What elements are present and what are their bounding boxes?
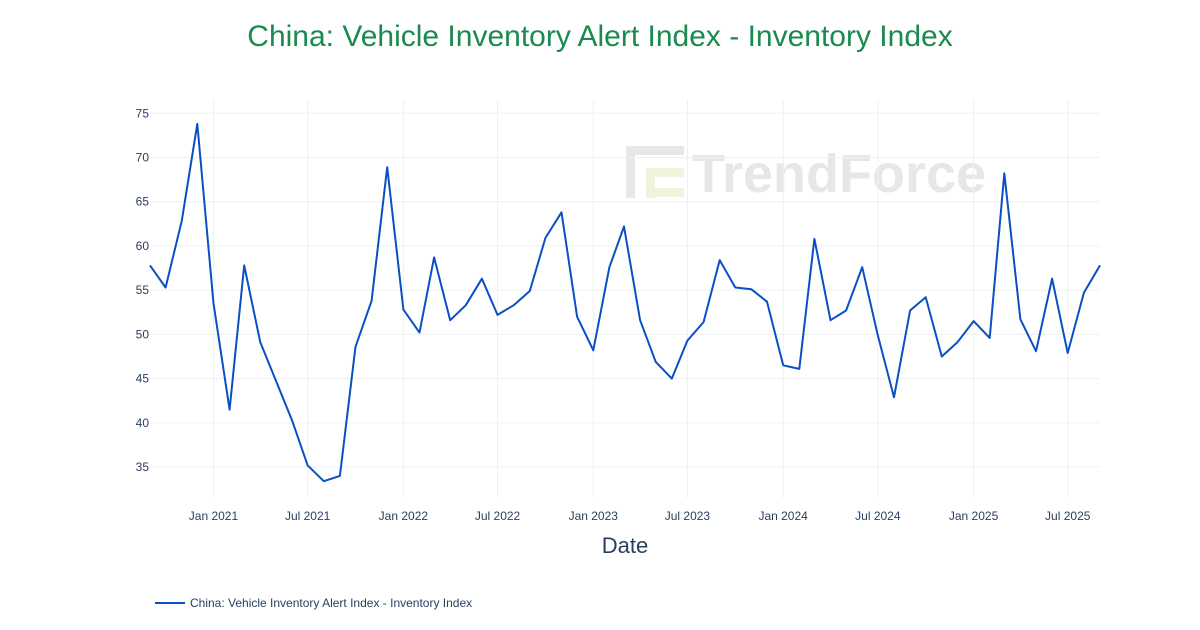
legend-label: China: Vehicle Inventory Alert Index - I…	[190, 596, 473, 610]
trendforce-logo-icon	[626, 146, 684, 198]
series-line[interactable]	[149, 122, 1101, 483]
x-tick-label: Jul 2022	[475, 509, 521, 523]
y-tick-label: 40	[136, 416, 150, 430]
x-tick-label: Jul 2023	[665, 509, 711, 523]
x-tick-label: Jan 2024	[758, 509, 808, 523]
y-tick-label: 65	[136, 195, 150, 209]
x-axis: Jan 2021 Jul 2021 Jan 2022 Jul 2022 Jan 2023…	[189, 509, 1091, 523]
chart-title: China: Vehicle Inventory Alert Index - I…	[247, 20, 953, 53]
x-tick-label: Jul 2021	[285, 509, 331, 523]
y-tick-label: 60	[136, 239, 150, 253]
x-tick-label: Jul 2025	[1045, 509, 1091, 523]
x-tick-label: Jan 2023	[569, 509, 619, 523]
y-tick-label: 55	[136, 283, 150, 297]
y-tick-label: 75	[136, 106, 150, 120]
series-layer	[149, 122, 1101, 483]
legend-line-swatch-icon	[155, 602, 185, 604]
x-tick-label: Jul 2024	[855, 509, 901, 523]
x-tick-label: Jan 2022	[379, 509, 429, 523]
y-axis: 35 40 45 50 55 60 65 70 75	[136, 106, 150, 474]
y-tick-label: 35	[136, 460, 150, 474]
y-tick-label: 70	[136, 150, 150, 164]
watermark-text: TrendForce	[692, 144, 986, 204]
x-axis-label: Date	[602, 533, 648, 558]
legend[interactable]: China: Vehicle Inventory Alert Index - I…	[155, 596, 472, 610]
y-tick-label: 45	[136, 372, 150, 386]
x-tick-label: Jan 2025	[949, 509, 999, 523]
x-tick-label: Jan 2021	[189, 509, 239, 523]
y-tick-label: 50	[136, 327, 150, 341]
watermark: TrendForce	[626, 144, 986, 204]
